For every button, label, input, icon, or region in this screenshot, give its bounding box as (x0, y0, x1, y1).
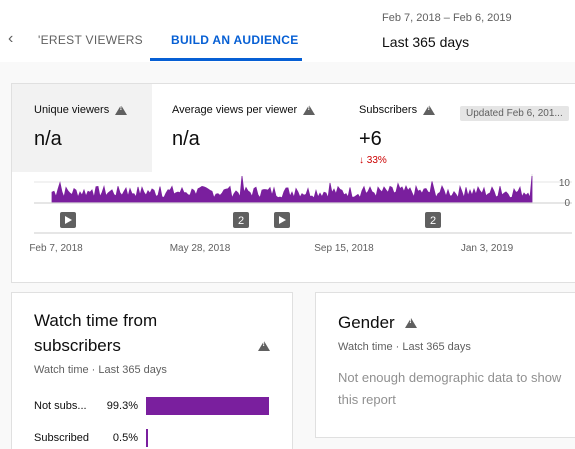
active-tab-indicator (150, 58, 302, 61)
card-subtitle: Watch time · Last 365 days (34, 364, 167, 376)
tab-build-an-audience[interactable]: BUILD AN AUDIENCE (171, 33, 299, 47)
date-range[interactable]: Feb 7, 2018 – Feb 6, 2019 (382, 12, 512, 24)
y-tick-label: 0 (564, 198, 570, 209)
card-title-line2: subscribers (34, 336, 121, 355)
metric-unique-viewers[interactable]: Unique viewers n/a (12, 84, 152, 172)
metric-average-views[interactable]: Average views per viewer n/a (152, 84, 337, 172)
bar-fill (146, 397, 270, 415)
updated-badge: Updated Feb 6, 201... (460, 106, 569, 121)
metric-change: ↓ 33% (359, 155, 387, 166)
x-tick-label: Sep 15, 2018 (314, 243, 374, 254)
chart-area-series (51, 175, 533, 203)
card-title: Gender (338, 313, 395, 332)
tab-interest-viewers[interactable]: 'EREST VIEWERS (38, 33, 143, 47)
card-subtitle: Watch time · Last 365 days (338, 341, 471, 353)
period-selector[interactable]: Last 365 days (382, 34, 470, 50)
video-marker-icon[interactable] (60, 212, 76, 228)
bar-label: Not subs... (34, 400, 87, 412)
card-title: Watch time from (34, 311, 158, 330)
metrics-card: Unique viewers n/a Average views per vie… (11, 83, 575, 283)
subscribers-chart: 2 2 10 0 Feb 7, 2018 May 28, 2018 Sep 15, 20… (29, 174, 572, 254)
bar-row: Not subs... 99.3% (34, 397, 270, 415)
back-arrow-icon[interactable]: ‹ (8, 30, 14, 47)
svg-text:2: 2 (238, 215, 244, 227)
bar-row: Subscribed 0.5% (34, 429, 148, 447)
gender-card: Gender Watch time · Last 365 days Not en… (315, 292, 575, 438)
svg-text:2: 2 (430, 215, 436, 227)
metric-value: n/a (34, 128, 62, 150)
metric-value: +6 (359, 128, 382, 150)
warning-icon (303, 105, 316, 115)
video-marker-icon[interactable] (274, 212, 290, 228)
watch-time-card: Watch time from subscribers Watch time ·… (11, 292, 293, 449)
warning-icon (115, 105, 128, 115)
bar-label: Subscribed (34, 432, 90, 444)
bar-percent: 99.3% (106, 400, 138, 412)
x-tick-label: Feb 7, 2018 (29, 243, 83, 254)
metric-label: Subscribers (359, 104, 418, 116)
metric-value: n/a (172, 128, 200, 150)
x-tick-label: May 28, 2018 (170, 243, 231, 254)
video-count-marker[interactable]: 2 (425, 212, 441, 228)
warning-icon (423, 105, 436, 115)
y-tick-label: 10 (559, 178, 571, 189)
metric-label: Unique viewers (34, 104, 110, 116)
warning-icon (404, 317, 417, 328)
bar-percent: 0.5% (112, 432, 138, 444)
x-tick-label: Jan 3, 2019 (461, 243, 514, 254)
metric-subscribers[interactable]: Subscribers +6 ↓ 33% (337, 84, 447, 172)
empty-state-message: Not enough demographic data to show this… (338, 370, 562, 407)
video-count-marker[interactable]: 2 (233, 212, 249, 228)
bar-fill (146, 429, 148, 447)
metric-label: Average views per viewer (172, 104, 298, 116)
top-nav: ‹ 'EREST VIEWERS BUILD AN AUDIENCE Feb 7… (0, 0, 575, 62)
warning-icon (258, 341, 270, 351)
